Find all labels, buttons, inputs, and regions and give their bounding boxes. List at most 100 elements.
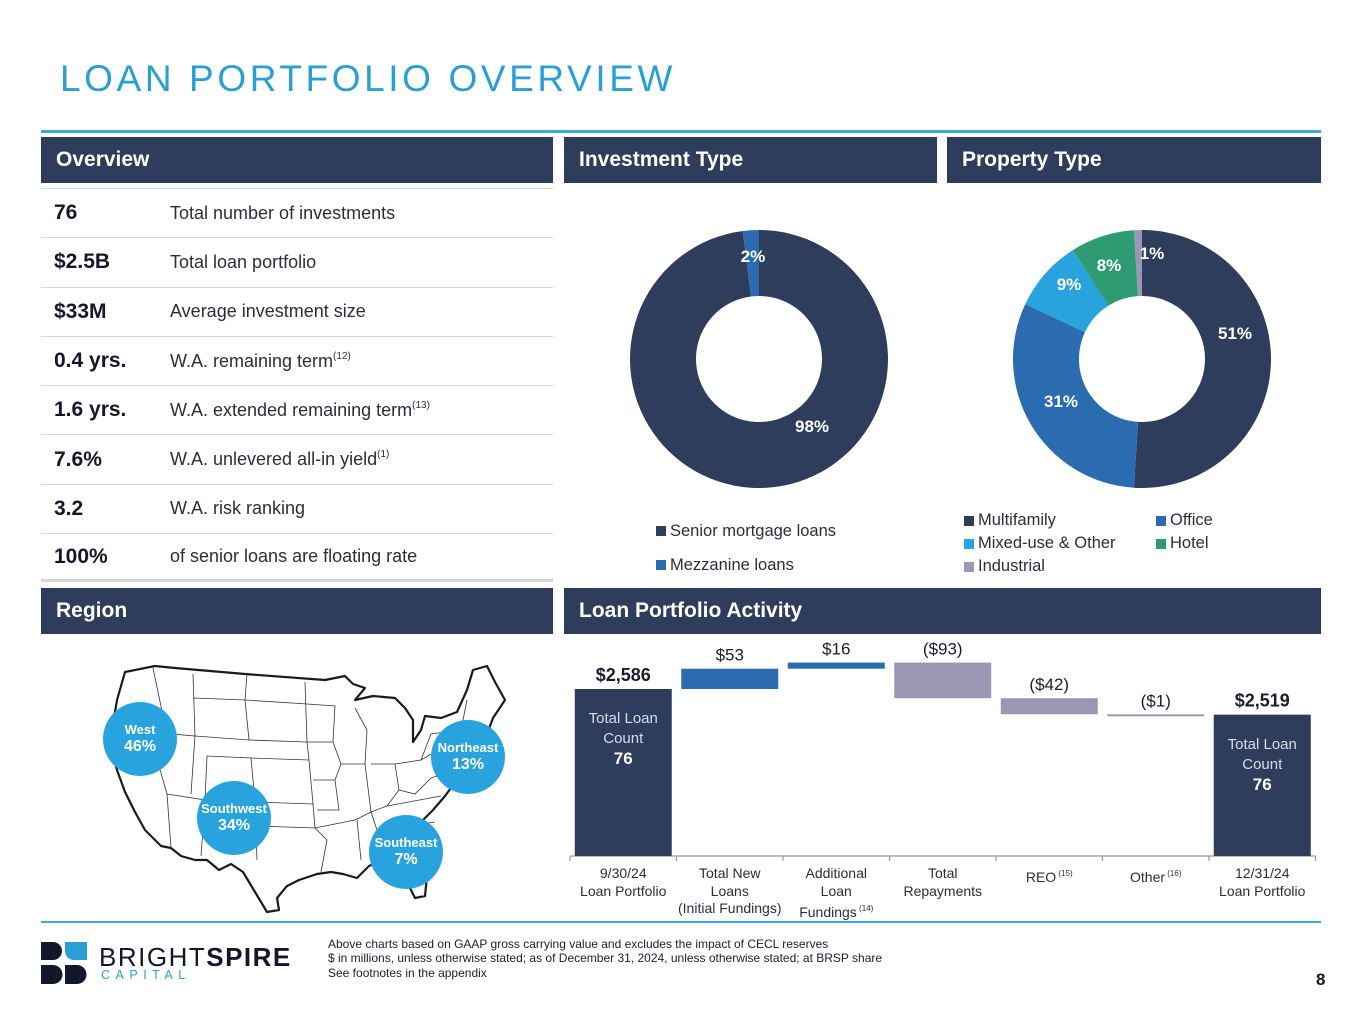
footnote-ref: (12) (333, 350, 351, 362)
slice-label: 1% (1140, 244, 1165, 263)
slice-label: 2% (741, 247, 766, 266)
legend-swatch (656, 560, 666, 570)
legend-item: Hotel (1156, 532, 1276, 555)
category-label-line: (Initial Fundings) (678, 900, 782, 916)
slice-label: 51% (1218, 324, 1252, 343)
total-loan-count-caption: Count (1242, 755, 1283, 773)
page-title: LOAN PORTFOLIO OVERVIEW (60, 58, 676, 99)
overview-row: 7.6% W.A. unlevered all-in yield(1) (41, 434, 553, 483)
category-label-line: Fundings (14) (799, 904, 874, 920)
logo-word-light: BRIGHT (99, 942, 207, 972)
category-label: Total New Loans (Initial Fundings) (677, 865, 784, 918)
total-loan-count-value: 76 (613, 749, 633, 768)
overview-label: W.A. unlevered all-in yield(1) (170, 449, 389, 470)
region-header: Region (41, 588, 553, 634)
category-label-line: Other (16) (1130, 869, 1182, 885)
loan-activity-waterfall: $2,586 $53 $16 ($93) ($42) ($1) $2,519 Total L… (565, 640, 1325, 920)
footnote-ref: (15) (1056, 869, 1073, 878)
category-label: REO (15) (996, 865, 1103, 887)
waterfall-bar (894, 662, 992, 699)
legend-label: Industrial (978, 557, 1045, 575)
overview-label: W.A. risk ranking (170, 498, 305, 519)
waterfall-bar (681, 668, 779, 689)
region-bubble-southeast: Southeast 7% (369, 815, 443, 889)
legend-swatch (656, 526, 666, 536)
category-label-line: REO (15) (1025, 869, 1073, 885)
total-loan-count-value: 76 (1252, 774, 1272, 794)
donut-slice-mixed-use-other (1025, 250, 1109, 333)
slice-label: 9% (1057, 275, 1082, 294)
overview-row: $33M Average investment size (41, 286, 553, 336)
overview-label-text: Total loan portfolio (170, 251, 317, 272)
investment-type-donut: 98% 2% (630, 230, 888, 488)
category-label-line: Loan Portfolio (580, 882, 667, 899)
legend-item: Senior mortgage loans (656, 514, 836, 548)
bar-value-label: ($1) (1141, 691, 1171, 710)
overview-row: 0.4 yrs. W.A. remaining term(12) (41, 335, 553, 385)
slice-label: 98% (795, 417, 829, 436)
category-label-line: Additional (805, 865, 868, 881)
bar-value-label: $2,586 (596, 665, 651, 685)
overview-value: $2.5B (54, 250, 111, 274)
overview-row: 76 Total number of investments (41, 188, 553, 237)
legend-swatch (964, 538, 974, 549)
loan-activity-header: Loan Portfolio Activity (564, 588, 1321, 634)
donut-slice-industrial (1133, 230, 1142, 297)
top-divider (41, 130, 1321, 133)
overview-value: 3.2 (54, 496, 84, 520)
waterfall-bar (1107, 714, 1205, 717)
category-label: Total Repayments (890, 865, 997, 900)
overview-label: Average investment size (170, 301, 366, 322)
category-label-line: Total (927, 865, 958, 881)
region-pct: 46% (123, 738, 157, 755)
overview-row: 1.6 yrs. W.A. extended remaining term(13… (41, 385, 553, 434)
overview-label: Total loan portfolio (170, 252, 316, 273)
bar-value-label: $2,519 (1235, 691, 1290, 711)
legend-label: Office (1170, 511, 1213, 529)
overview-header: Overview (41, 137, 553, 183)
bar-value-label: ($93) (923, 640, 963, 659)
donut-slice-hotel (1072, 230, 1139, 306)
legend-swatch (1156, 538, 1166, 549)
legend-item: Mezzanine loans (656, 548, 836, 582)
legend-label: Hotel (1170, 534, 1209, 552)
overview-row: 100% of senior loans are floating rate (41, 533, 553, 583)
us-map: West 46% Southwest 34% Northeast 13% Sou… (95, 660, 515, 915)
waterfall-bar (574, 689, 672, 856)
category-label: Other (16) (1103, 865, 1210, 887)
overview-label: W.A. extended remaining term(13) (170, 400, 430, 421)
legend-swatch (964, 515, 974, 526)
waterfall-svg: $2,586 $53 $16 ($93) ($42) ($1) $2,519 (569, 640, 1317, 861)
region-name: Southeast (374, 835, 438, 850)
footnote-line: $ in millions, unless otherwise stated; … (328, 951, 883, 966)
region-pct: 13% (451, 756, 485, 773)
investment-type-header: Investment Type (564, 137, 937, 183)
region-name: Southwest (201, 801, 267, 816)
category-label-line: Loans (710, 882, 749, 899)
category-label: 9/30/24 Loan Portfolio (570, 865, 677, 900)
slice-label: 8% (1097, 256, 1122, 275)
footnote-line: Above charts based on GAAP gross carryin… (328, 937, 829, 951)
overview-value: 76 (54, 201, 78, 225)
region-bubble-southwest: Southwest 34% (197, 781, 271, 855)
overview-value: 1.6 yrs. (54, 398, 127, 422)
total-loan-count: Total Loan Count 76 (1214, 735, 1311, 796)
footnote-ref: (16) (1165, 869, 1182, 878)
overview-value: 7.6% (54, 447, 102, 471)
footnote-line: See footnotes in the appendix (328, 965, 487, 980)
total-loan-count: Total Loan Count 76 (575, 709, 672, 770)
overview-value: $33M (54, 299, 107, 323)
bottom-divider (41, 921, 1321, 923)
footnote-ref: (1) (377, 449, 390, 461)
region-bubble-northeast: Northeast 13% (431, 720, 505, 794)
category-label-line: Loan (820, 882, 852, 899)
overview-value: 100% (54, 544, 108, 568)
donut-slice-office (1013, 304, 1139, 488)
region-name: Northeast (437, 740, 499, 755)
region-pct: 7% (394, 851, 418, 868)
legend-item: Industrial (964, 555, 1156, 578)
legend-label: Multifamily (978, 511, 1056, 529)
logo-mark-icon (41, 942, 87, 984)
donut-slice-multifamily (1133, 230, 1271, 488)
page-number: 8 (1316, 970, 1326, 989)
